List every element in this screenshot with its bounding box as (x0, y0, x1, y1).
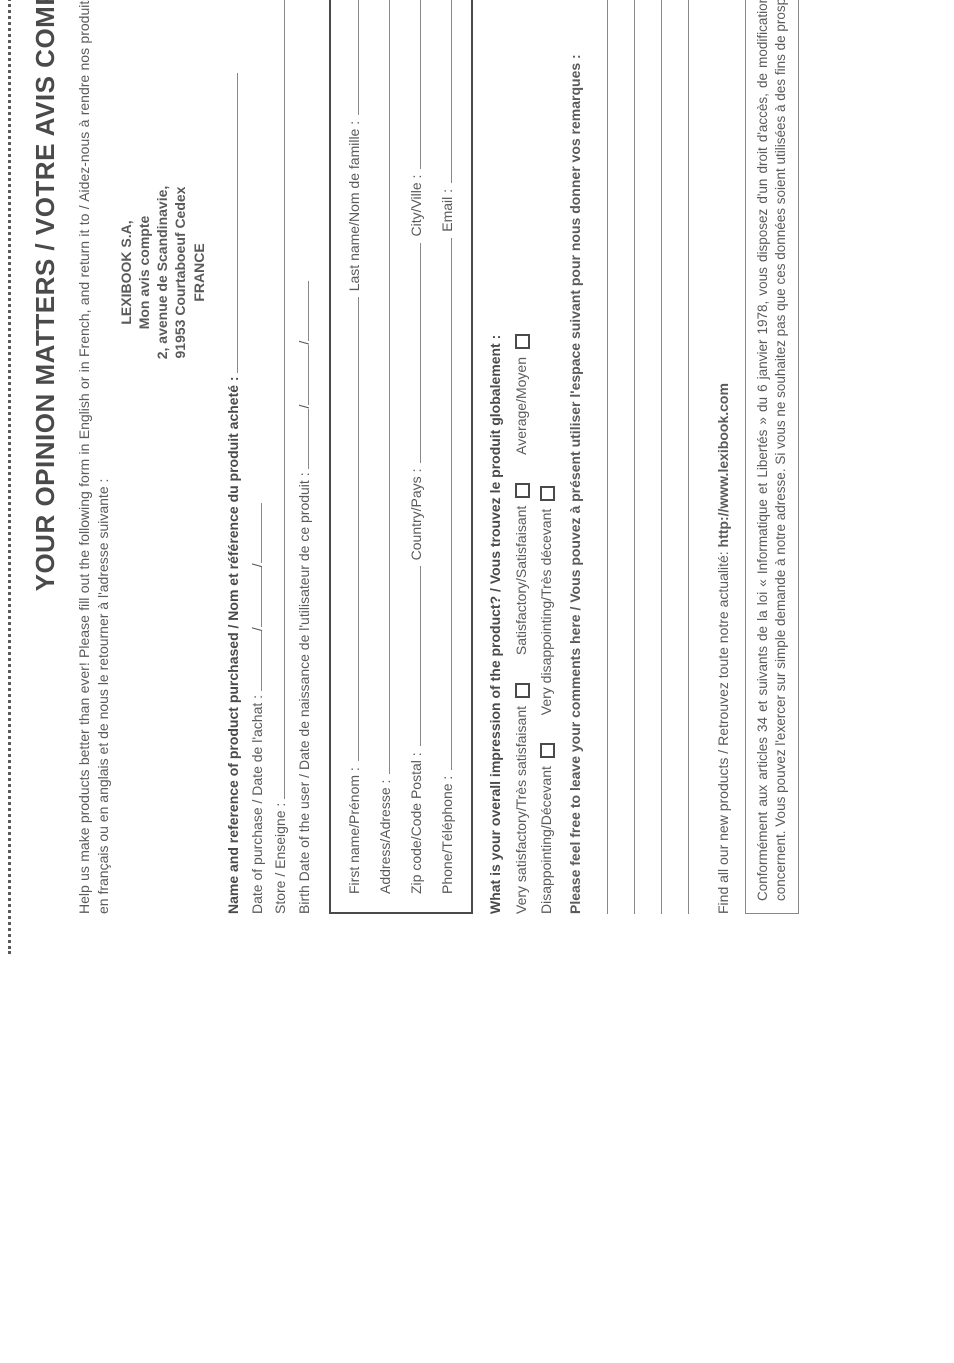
satisfactory-label: Satisfactory/Satisfaisant (513, 506, 529, 655)
reference-heading: Name and reference of product purchased … (225, 376, 241, 914)
legal-text: Conformément aux articles 34 et suivants… (755, 0, 788, 901)
birth-day-input[interactable] (295, 409, 309, 469)
remark-line-2[interactable] (634, 0, 635, 914)
impression-heading: What is your overall impression of the p… (487, 335, 503, 914)
average-checkbox[interactable] (515, 334, 530, 349)
city-label: City/Ville : (408, 175, 424, 237)
purchase-month-input[interactable] (248, 567, 262, 627)
last-name-label: Last name/Nom de famille : (346, 121, 362, 291)
email-input[interactable] (438, 0, 452, 183)
address-line3: 2, avenue de Scandinavie, (153, 0, 171, 914)
find-products-url: http://www.lexibook.com (715, 383, 731, 547)
city-input[interactable] (407, 0, 421, 169)
country-input[interactable] (407, 243, 421, 463)
last-name-input[interactable] (345, 0, 359, 115)
address-label: Address/Adresse : (377, 780, 393, 894)
purchase-year-input[interactable] (248, 503, 262, 563)
address-block: LEXIBOOK S.A, Mon avis compte 2, avenue … (117, 0, 208, 914)
legal-box: Conformément aux articles 34 et suivants… (745, 0, 799, 914)
find-products-line: Find all our new products / Retrouvez to… (715, 0, 731, 914)
address-line2: Mon avis compte (135, 0, 153, 914)
first-name-label: First name/Prénom : (346, 767, 362, 894)
birth-month-input[interactable] (295, 345, 309, 405)
contact-form-box: First name/Prénom : Last name/Nom de fam… (329, 0, 473, 914)
remark-line-3[interactable] (661, 0, 662, 914)
phone-input[interactable] (438, 238, 452, 770)
very-satisfactory-checkbox[interactable] (515, 683, 530, 698)
product-reference-input[interactable] (224, 73, 238, 373)
satisfactory-checkbox[interactable] (515, 483, 530, 498)
address-line1: LEXIBOOK S.A, (117, 0, 135, 914)
first-name-input[interactable] (345, 297, 359, 761)
address-line4: 91953 Courtaboeuf Cedex (171, 0, 189, 914)
purchase-day-input[interactable] (248, 631, 262, 691)
zip-label: Zip code/Code Postal : (408, 752, 424, 894)
very-disappointing-label: Very disappointing/Très décevant (538, 509, 554, 716)
remark-line-4[interactable] (688, 0, 689, 914)
disappointing-label: Disappointing/Décevant (538, 766, 554, 914)
address-input[interactable] (376, 0, 390, 774)
average-label: Average/Moyen (513, 357, 529, 455)
address-line5: FRANCE (190, 0, 208, 914)
page-title: YOUR OPINION MATTERS / VOTRE AVIS COMPTE (30, 0, 61, 914)
phone-label: Phone/Téléphone : (439, 776, 455, 894)
very-disappointing-checkbox[interactable] (540, 486, 555, 501)
intro-paragraph: Help us make products better than ever! … (75, 0, 113, 914)
remarks-heading: Please feel free to leave your comments … (567, 0, 583, 914)
zip-input[interactable] (407, 566, 421, 746)
disappointing-checkbox[interactable] (540, 743, 555, 758)
birth-year-input[interactable] (295, 281, 309, 341)
birth-label: Birth Date of the user / Date de naissan… (296, 472, 312, 914)
very-satisfactory-label: Very satisfactory/Très satisfaisant (513, 706, 529, 914)
date-purchase-label: Date of purchase / Date de l'achat : (249, 695, 265, 914)
country-label: Country/Pays : (408, 469, 424, 561)
email-label: Email : (439, 189, 455, 232)
dotted-cut-line (8, 0, 11, 954)
store-label: Store / Enseigne : (272, 803, 288, 914)
store-input[interactable] (271, 0, 285, 799)
find-products-prefix: Find all our new products / Retrouvez to… (715, 547, 731, 914)
remark-line-1[interactable] (607, 0, 608, 914)
